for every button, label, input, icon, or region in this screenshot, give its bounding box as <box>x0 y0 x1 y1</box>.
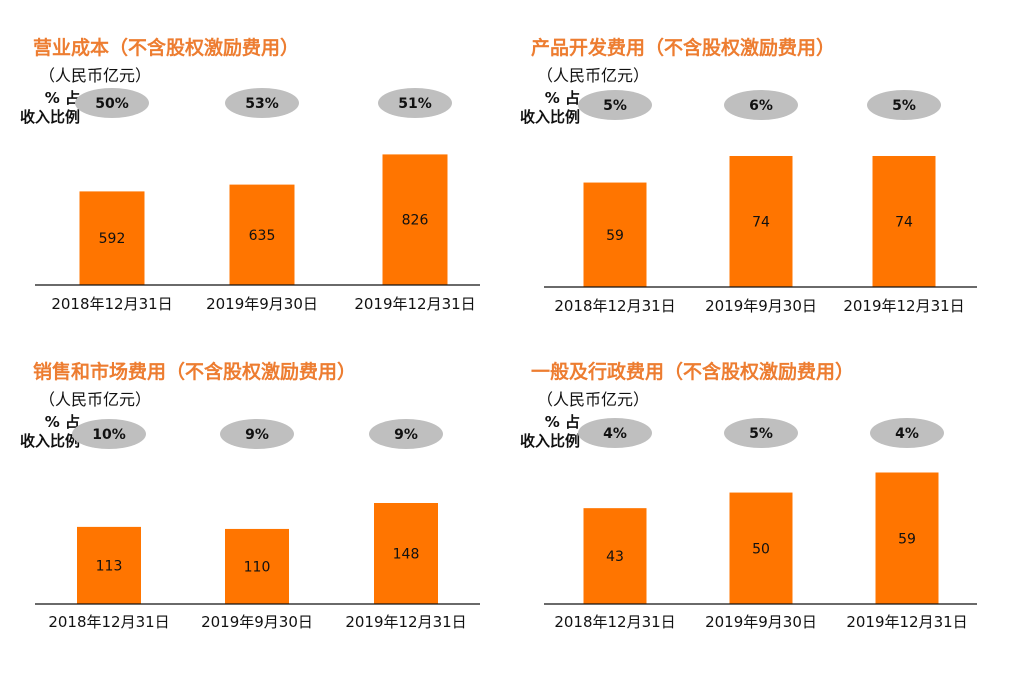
chart-title: 销售和市场费用（不含股权激励费用） <box>33 361 357 383</box>
category-label: 2019年12月31日 <box>843 297 964 315</box>
percent-of-revenue-label: 9% <box>394 427 418 443</box>
category-label: 2019年9月30日 <box>201 613 313 631</box>
ratio-row-label: % 占 收入比例 <box>0 89 80 127</box>
bar <box>229 184 295 285</box>
bar-value-label: 826 <box>402 213 429 229</box>
ratio-label-bottom: 收入比例 <box>19 108 80 126</box>
percent-bubble <box>578 90 652 120</box>
bar <box>729 155 793 287</box>
bar <box>875 472 939 604</box>
bar <box>872 155 936 287</box>
ratio-label-top: % 占 <box>544 89 580 107</box>
ratio-row-label: % 占 收入比例 <box>0 413 80 451</box>
bar-chart-general-admin: 4% 43 2018年12月31日 5% 50 2019年9月30日 4% 59 2019年12… <box>544 418 977 631</box>
percent-of-revenue-label: 10% <box>92 427 126 443</box>
percent-bubble <box>369 419 443 449</box>
category-label: 2018年12月31日 <box>51 295 172 313</box>
percent-of-revenue-label: 4% <box>603 426 627 442</box>
percent-bubble <box>724 418 798 448</box>
ratio-label-top: % 占 <box>544 413 580 431</box>
bar <box>583 182 647 287</box>
chart-unit-label: （人民币亿元） <box>39 390 152 409</box>
bar-value-label: 635 <box>249 228 276 244</box>
chart-unit-label: （人民币亿元） <box>39 66 152 85</box>
chart-title: 产品开发费用（不含股权激励费用） <box>531 37 836 59</box>
percent-bubble <box>72 419 146 449</box>
category-label: 2019年9月30日 <box>705 297 817 315</box>
chart-unit-label: （人民币亿元） <box>537 66 650 85</box>
percent-bubble <box>225 88 299 118</box>
bar-value-label: 74 <box>752 214 770 230</box>
chart-panel-general-admin: 一般及行政费用（不含股权激励费用） （人民币亿元） % 占 收入比例 4% 43 2… <box>520 357 1021 681</box>
ratio-row-label: % 占 收入比例 <box>500 89 580 127</box>
percent-of-revenue-label: 5% <box>603 98 627 114</box>
bar <box>583 508 647 604</box>
percent-bubble <box>378 88 452 118</box>
percent-of-revenue-label: 51% <box>398 96 432 112</box>
chart-title: 一般及行政费用（不含股权激励费用） <box>531 361 855 383</box>
bar-chart-product-development: 5% 59 2018年12月31日 6% 74 2019年9月30日 5% 74 2019年12… <box>544 90 977 315</box>
category-label: 2018年12月31日 <box>554 297 675 315</box>
chart-panel-sales-marketing: 销售和市场费用（不含股权激励费用） （人民币亿元） % 占 收入比例 10% 11… <box>20 357 538 681</box>
category-label: 2019年12月31日 <box>354 295 475 313</box>
bar-chart-cost-of-revenue: 50% 592 2018年12月31日 53% 635 2019年9月30日 51% 826 2… <box>35 88 480 313</box>
percent-bubble <box>578 418 652 448</box>
category-label: 2019年12月31日 <box>846 613 967 631</box>
bar <box>374 503 438 604</box>
percent-of-revenue-label: 9% <box>245 427 269 443</box>
bar-value-label: 113 <box>96 558 123 574</box>
percent-of-revenue-label: 6% <box>749 98 773 114</box>
ratio-row-label: % 占 收入比例 <box>500 413 580 451</box>
bar-value-label: 148 <box>393 547 420 563</box>
category-label: 2018年12月31日 <box>554 613 675 631</box>
percent-of-revenue-label: 5% <box>892 98 916 114</box>
bar <box>79 191 145 285</box>
percent-of-revenue-label: 53% <box>245 96 279 112</box>
category-label: 2019年9月30日 <box>206 295 318 313</box>
percent-bubble <box>870 418 944 448</box>
bar-value-label: 43 <box>606 549 624 565</box>
bar-value-label: 110 <box>244 559 271 575</box>
category-label: 2019年9月30日 <box>705 613 817 631</box>
bar <box>77 526 141 604</box>
ratio-label-bottom: 收入比例 <box>19 432 80 450</box>
category-label: 2019年12月31日 <box>345 613 466 631</box>
percent-of-revenue-label: 50% <box>95 96 129 112</box>
bar-value-label: 59 <box>606 228 624 244</box>
percent-bubble <box>724 90 798 120</box>
bar-value-label: 592 <box>99 231 126 247</box>
chart-panel-cost-of-revenue: 营业成本（不含股权激励费用） （人民币亿元） % 占 收入比例 50% 592 20… <box>20 33 538 357</box>
bar-value-label: 50 <box>752 541 770 557</box>
category-label: 2018年12月31日 <box>48 613 169 631</box>
chart-panel-product-development: 产品开发费用（不含股权激励费用） （人民币亿元） % 占 收入比例 5% 59 20… <box>520 33 1021 357</box>
chart-title: 营业成本（不含股权激励费用） <box>33 37 300 59</box>
ratio-label-top: % 占 <box>44 89 80 107</box>
percent-bubble <box>867 90 941 120</box>
percent-of-revenue-label: 4% <box>895 426 919 442</box>
ratio-label-bottom: 收入比例 <box>519 108 580 126</box>
bar <box>729 492 793 604</box>
percent-of-revenue-label: 5% <box>749 426 773 442</box>
ratio-label-bottom: 收入比例 <box>519 432 580 450</box>
percent-bubble <box>220 419 294 449</box>
bar <box>225 528 289 604</box>
ratio-label-top: % 占 <box>44 413 80 431</box>
bar <box>382 154 448 285</box>
chart-unit-label: （人民币亿元） <box>537 390 650 409</box>
percent-bubble <box>75 88 149 118</box>
bar-value-label: 74 <box>895 214 913 230</box>
bar-chart-sales-marketing: 10% 113 2018年12月31日 9% 110 2019年9月30日 9% 148 201… <box>35 419 480 631</box>
bar-value-label: 59 <box>898 531 916 547</box>
